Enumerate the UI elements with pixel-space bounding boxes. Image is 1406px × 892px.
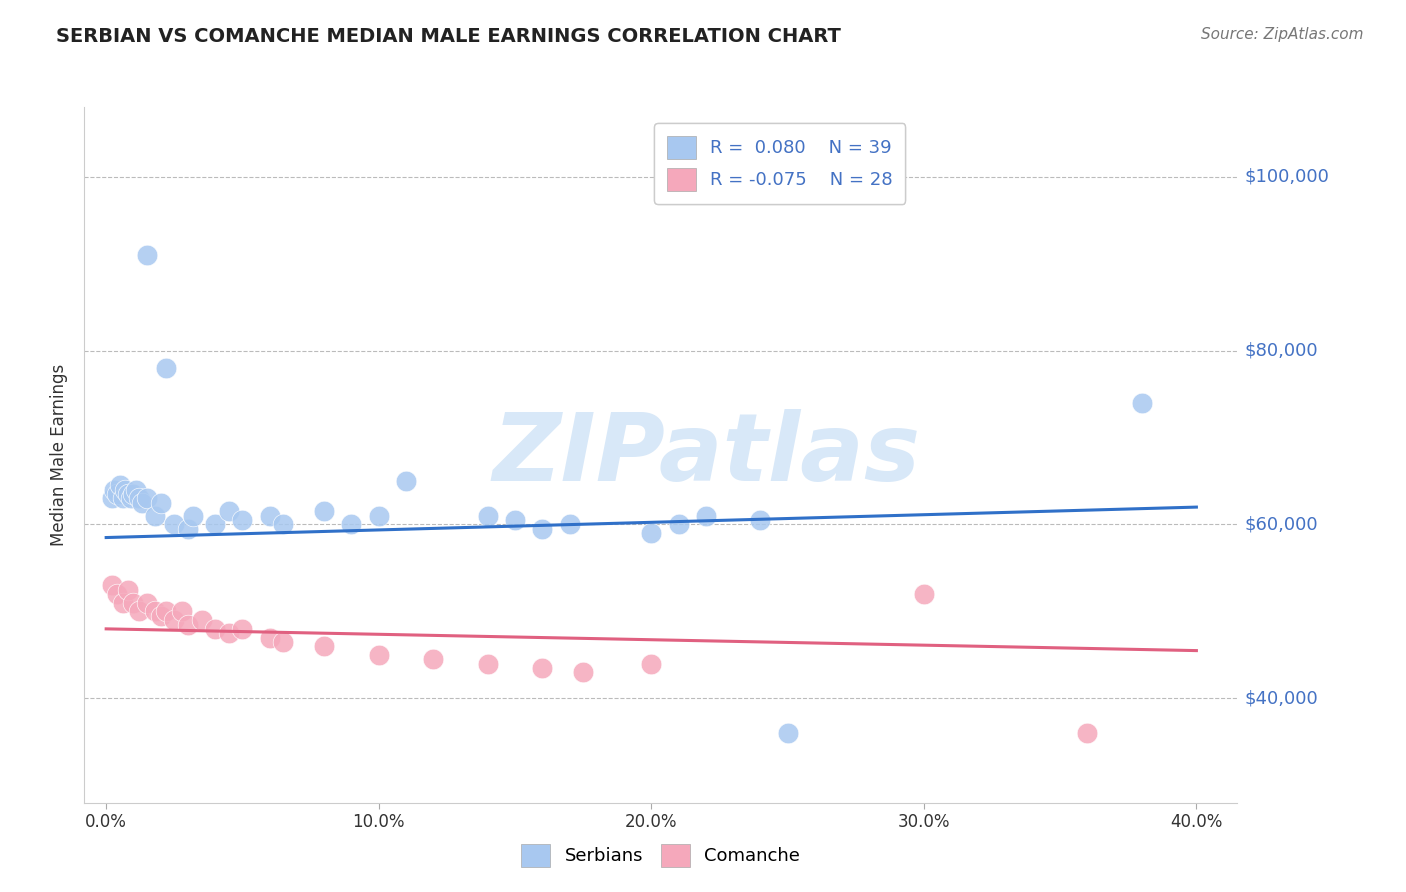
Point	[218, 626, 240, 640]
Point	[111, 491, 134, 506]
Point	[218, 504, 240, 518]
Point	[367, 648, 389, 662]
Text: $80,000: $80,000	[1244, 342, 1317, 359]
Point	[136, 248, 159, 262]
Point	[395, 474, 418, 488]
Text: ZIPatlas: ZIPatlas	[494, 409, 921, 501]
Point	[105, 587, 128, 601]
Point	[314, 639, 336, 653]
Point	[177, 522, 200, 536]
Point	[143, 508, 166, 523]
Point	[273, 517, 295, 532]
Point	[558, 517, 581, 532]
Point	[149, 608, 172, 623]
Point	[640, 657, 662, 671]
Point	[125, 483, 148, 497]
Point	[259, 631, 281, 645]
Legend: Serbians, Comanche: Serbians, Comanche	[515, 837, 807, 874]
Text: SERBIAN VS COMANCHE MEDIAN MALE EARNINGS CORRELATION CHART: SERBIAN VS COMANCHE MEDIAN MALE EARNINGS…	[56, 27, 841, 45]
Point	[122, 487, 145, 501]
Point	[131, 496, 153, 510]
Point	[136, 491, 159, 506]
Point	[114, 483, 136, 497]
Point	[108, 478, 131, 492]
Point	[640, 526, 662, 541]
Point	[749, 513, 772, 527]
Point	[204, 622, 226, 636]
Point	[668, 517, 690, 532]
Point	[477, 657, 499, 671]
Point	[340, 517, 363, 532]
Point	[776, 726, 799, 740]
Point	[231, 622, 253, 636]
Point	[314, 504, 336, 518]
Text: $60,000: $60,000	[1244, 516, 1317, 533]
Point	[100, 491, 122, 506]
Point	[143, 605, 166, 619]
Point	[117, 582, 139, 597]
Point	[531, 522, 554, 536]
Text: $100,000: $100,000	[1244, 168, 1329, 186]
Point	[503, 513, 526, 527]
Point	[136, 596, 159, 610]
Point	[177, 617, 200, 632]
Point	[103, 483, 125, 497]
Point	[128, 491, 150, 506]
Point	[231, 513, 253, 527]
Point	[1130, 396, 1153, 410]
Point	[1076, 726, 1098, 740]
Point	[155, 361, 177, 376]
Point	[100, 578, 122, 592]
Point	[204, 517, 226, 532]
Point	[259, 508, 281, 523]
Point	[117, 487, 139, 501]
Point	[273, 635, 295, 649]
Point	[572, 665, 595, 680]
Text: $40,000: $40,000	[1244, 690, 1317, 707]
Point	[477, 508, 499, 523]
Point	[531, 661, 554, 675]
Point	[111, 596, 134, 610]
Legend: R =  0.080    N = 39, R = -0.075    N = 28: R = 0.080 N = 39, R = -0.075 N = 28	[654, 123, 905, 203]
Point	[190, 613, 212, 627]
Point	[128, 605, 150, 619]
Point	[695, 508, 717, 523]
Point	[172, 605, 194, 619]
Point	[105, 487, 128, 501]
Point	[163, 517, 186, 532]
Point	[149, 496, 172, 510]
Point	[183, 508, 205, 523]
Point	[912, 587, 935, 601]
Y-axis label: Median Male Earnings: Median Male Earnings	[51, 364, 69, 546]
Point	[367, 508, 389, 523]
Text: Source: ZipAtlas.com: Source: ZipAtlas.com	[1201, 27, 1364, 42]
Point	[422, 652, 444, 666]
Point	[122, 596, 145, 610]
Point	[155, 605, 177, 619]
Point	[120, 491, 142, 506]
Point	[163, 613, 186, 627]
